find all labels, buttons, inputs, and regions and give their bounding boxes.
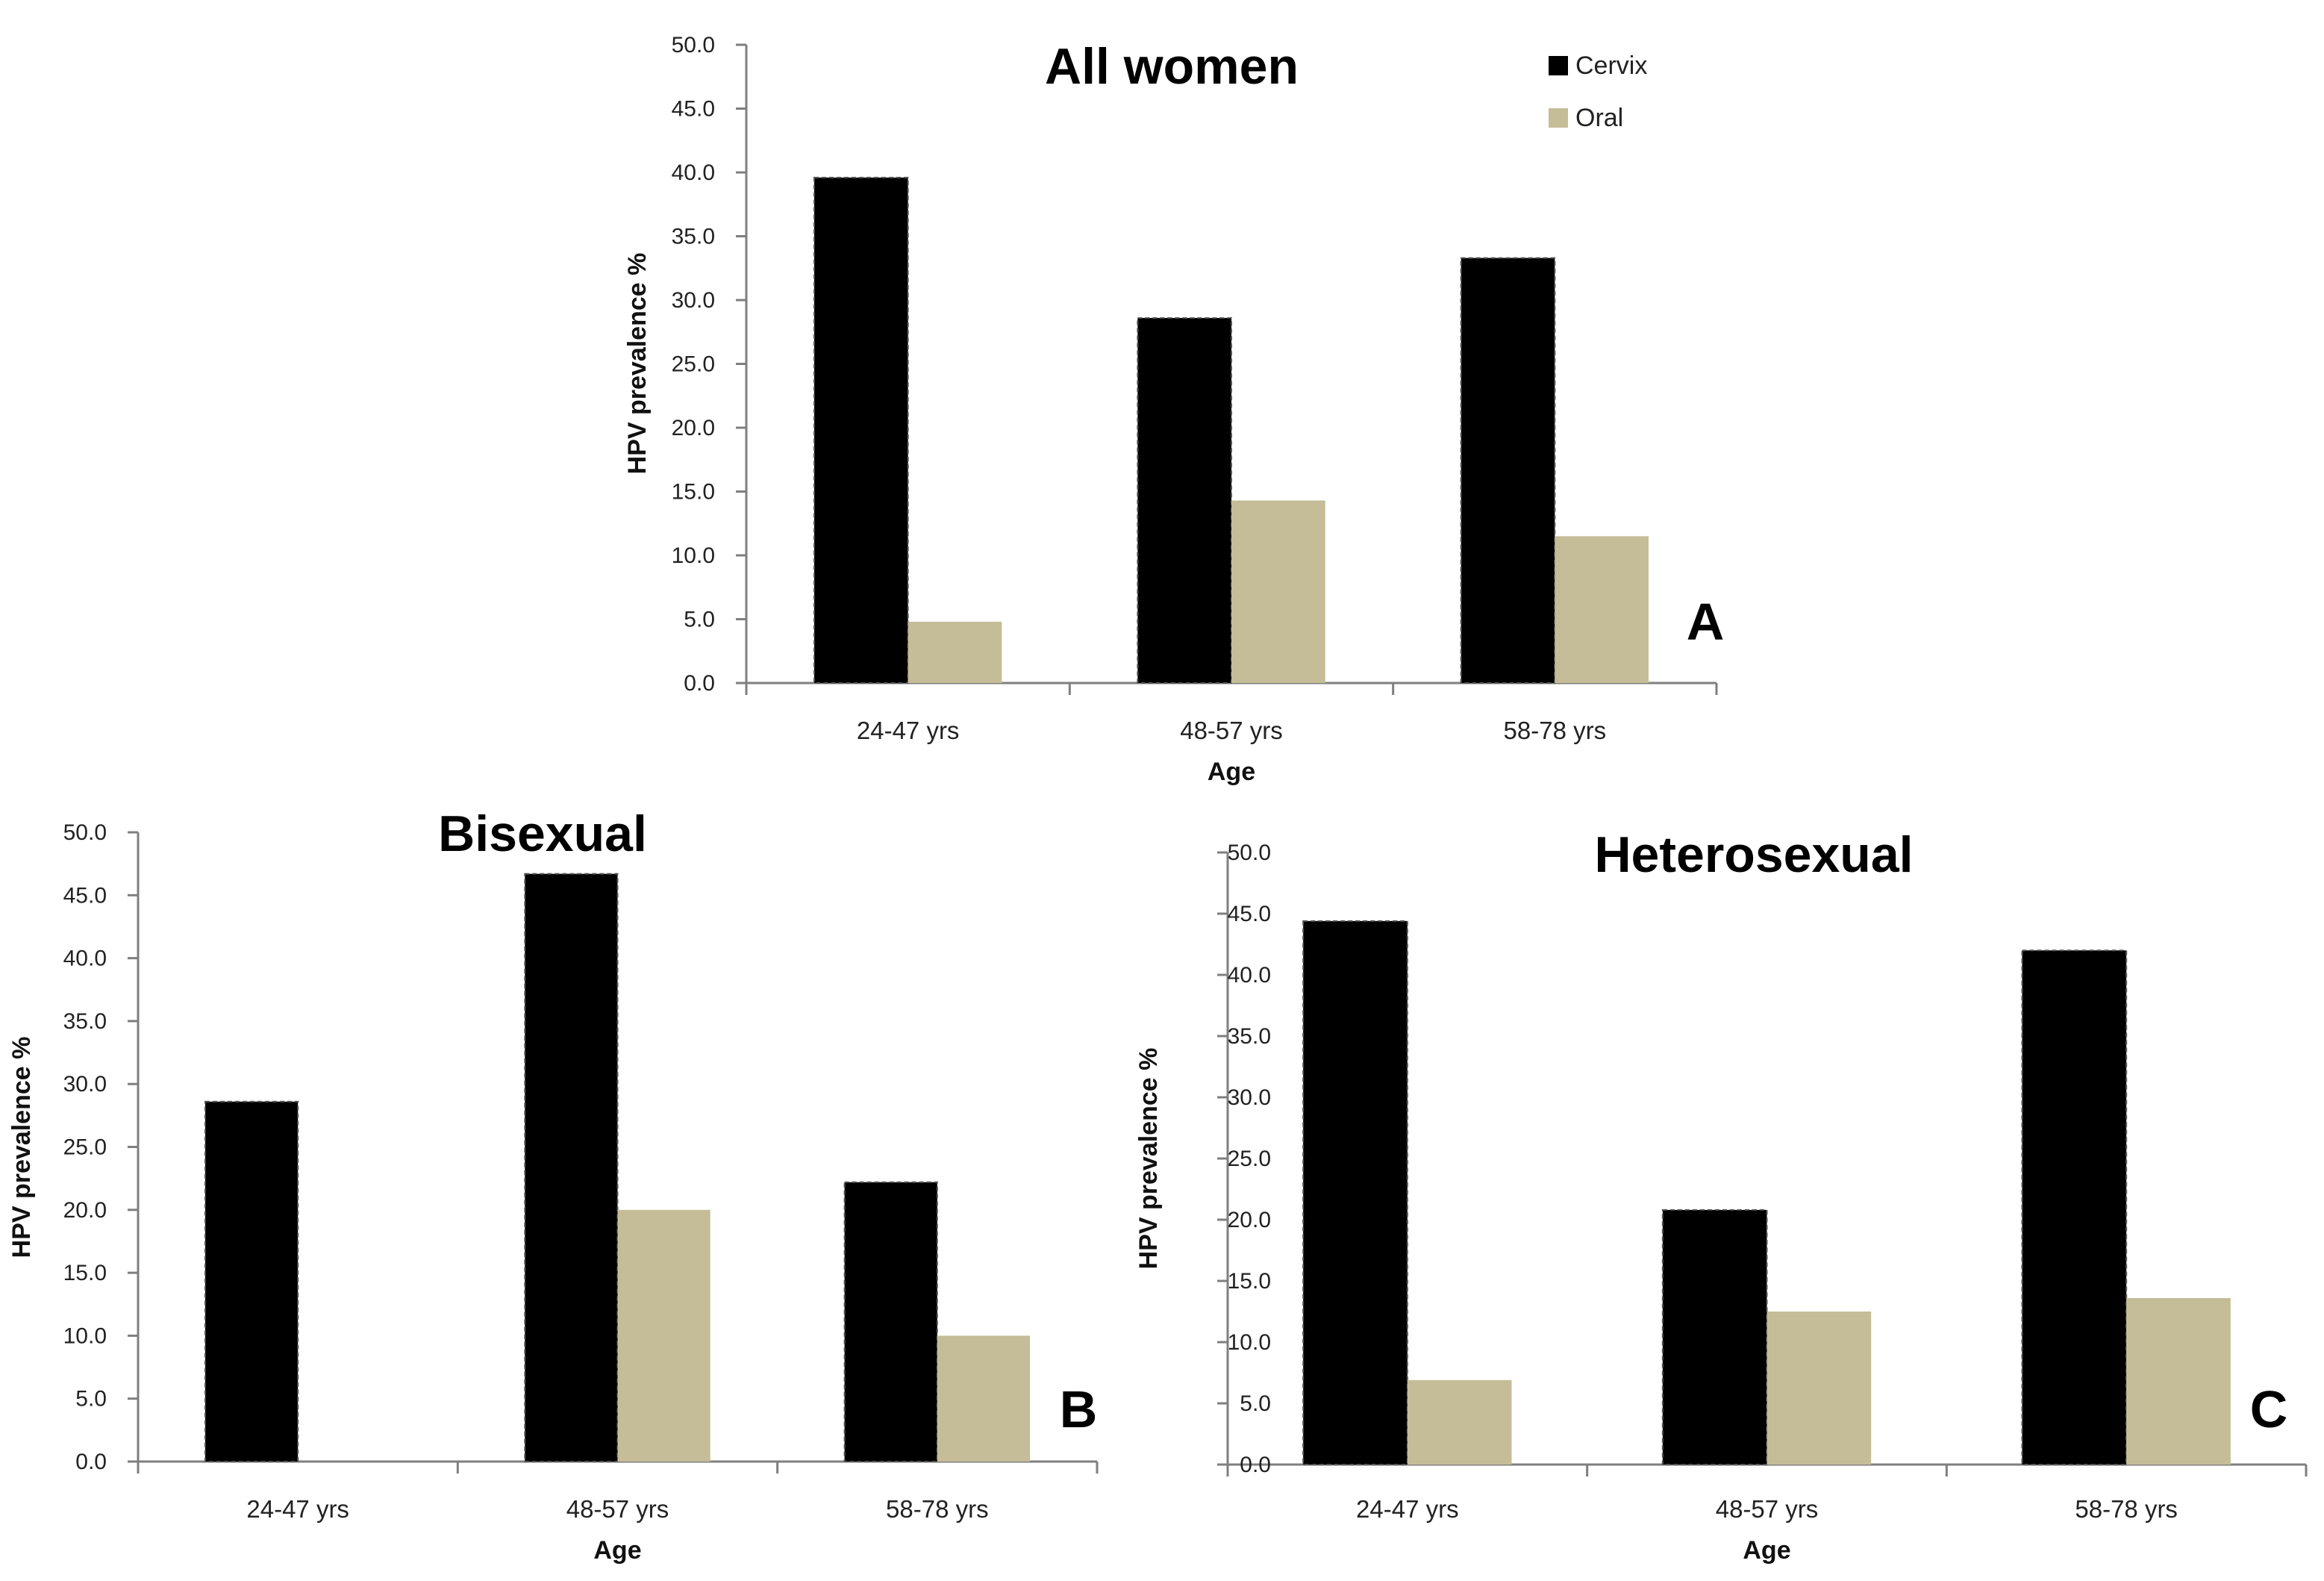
y-tick-label: 35.0 <box>672 225 715 249</box>
y-axis-title: HPV prevalence % <box>7 1037 36 1259</box>
y-tick-label: 40.0 <box>1228 963 1271 988</box>
panel-letter: C <box>2250 1380 2288 1438</box>
y-tick-label: 10.0 <box>63 1323 107 1348</box>
y-tick-label: 10.0 <box>672 543 715 568</box>
y-tick-label: 15.0 <box>672 480 715 505</box>
y-tick-label: 0.0 <box>684 671 715 696</box>
y-tick-label: 30.0 <box>1228 1085 1271 1110</box>
bar-cervix-1 <box>813 176 909 684</box>
bar-oral-2 <box>1231 500 1325 683</box>
y-tick-label: 20.0 <box>63 1198 107 1223</box>
y-tick-label: 5.0 <box>1240 1391 1271 1416</box>
x-axis-title: Age <box>593 1536 641 1565</box>
bar-oral-1 <box>1407 1379 1512 1465</box>
chart-panel-c: 0.0 5.0 10.0 15.0 20.0 25.0 30.0 35.0 40.0 45.0 50… <box>1134 826 2308 1565</box>
y-tick-label: 25.0 <box>672 352 715 377</box>
y-tick-label: 30.0 <box>672 288 715 313</box>
y-tick-label: 50.0 <box>672 33 715 57</box>
y-tick-label: 10.0 <box>1228 1330 1271 1355</box>
x-category-label: 24-47 yrs <box>857 717 960 744</box>
y-tick-label: 5.0 <box>75 1387 107 1412</box>
legend-label-oral: Oral <box>1575 104 1623 132</box>
bar-cervix-2 <box>524 873 619 1462</box>
y-tick-label: 40.0 <box>63 947 107 971</box>
y-tick-label: 45.0 <box>63 883 107 908</box>
bar-cervix-2 <box>1661 1209 1768 1465</box>
chart-title: Heterosexual <box>1594 826 1913 883</box>
bar-oral-3 <box>2126 1297 2231 1465</box>
legend-swatch-oral <box>1549 108 1568 128</box>
y-tick-label: 50.0 <box>1228 841 1271 865</box>
bar-oral-3 <box>1555 536 1649 683</box>
y-tick-label: 40.0 <box>672 160 715 185</box>
bar-cervix-3 <box>843 1181 938 1462</box>
x-category-label: 24-47 yrs <box>246 1495 349 1523</box>
y-tick-label: 35.0 <box>63 1009 107 1034</box>
y-tick-label: 0.0 <box>75 1450 107 1474</box>
x-category-label: 24-47 yrs <box>1356 1495 1459 1523</box>
x-axis-title: Age <box>1743 1536 1790 1565</box>
x-category-label: 58-78 yrs <box>2075 1495 2178 1523</box>
y-tick-label: 25.0 <box>63 1135 107 1160</box>
panel-letter: B <box>1060 1380 1098 1438</box>
y-tick-label: 20.0 <box>1228 1208 1271 1232</box>
y-axis-title: HPV prevalence % <box>623 253 652 475</box>
y-tick-label: 15.0 <box>63 1261 107 1285</box>
chart-title: All women <box>1045 38 1299 95</box>
chart-panel-a: 0.0 5.0 10.0 15.0 20.0 25.0 30.0 35.0 40.0 45.0 50… <box>623 33 1724 786</box>
y-axis-title: HPV prevalence % <box>1134 1048 1163 1270</box>
chart-panel-b: 0.0 5.0 10.0 15.0 20.0 25.0 30.0 35.0 40.0 45.0 50… <box>7 805 1099 1565</box>
x-category-label: 48-57 yrs <box>1180 717 1283 744</box>
y-tick-label: 25.0 <box>1228 1147 1271 1171</box>
x-category-label: 48-57 yrs <box>566 1495 669 1523</box>
x-category-label: 48-57 yrs <box>1716 1495 1819 1523</box>
bar-oral-2 <box>1767 1312 1872 1465</box>
y-tick-label: 15.0 <box>1228 1269 1271 1294</box>
legend-label-cervix: Cervix <box>1575 52 1647 80</box>
panel-letter: A <box>1687 593 1725 651</box>
y-tick-label: 35.0 <box>1228 1024 1271 1049</box>
bar-cervix-1 <box>204 1100 299 1462</box>
bar-oral-3 <box>937 1335 1031 1462</box>
y-tick-label: 5.0 <box>684 608 715 632</box>
x-axis-title: Age <box>1208 758 1255 786</box>
bar-cervix-3 <box>2021 949 2128 1465</box>
x-category-label: 58-78 yrs <box>1504 717 1607 744</box>
bar-cervix-3 <box>1460 257 1556 684</box>
legend-swatch-cervix <box>1549 56 1568 75</box>
bar-oral-1 <box>908 621 1002 683</box>
chart-title: Bisexual <box>438 805 647 862</box>
y-tick-label: 0.0 <box>1240 1453 1271 1477</box>
y-tick-label: 20.0 <box>672 416 715 440</box>
y-tick-label: 30.0 <box>63 1072 107 1097</box>
bar-cervix-2 <box>1137 316 1233 684</box>
bar-cervix-1 <box>1302 920 1408 1465</box>
y-tick-label: 45.0 <box>672 97 715 122</box>
y-tick-label: 45.0 <box>1228 902 1271 926</box>
legend: Cervix Oral <box>1549 52 1647 132</box>
y-tick-label: 50.0 <box>63 820 107 845</box>
x-category-label: 58-78 yrs <box>886 1495 989 1523</box>
bar-oral-2 <box>617 1209 710 1462</box>
